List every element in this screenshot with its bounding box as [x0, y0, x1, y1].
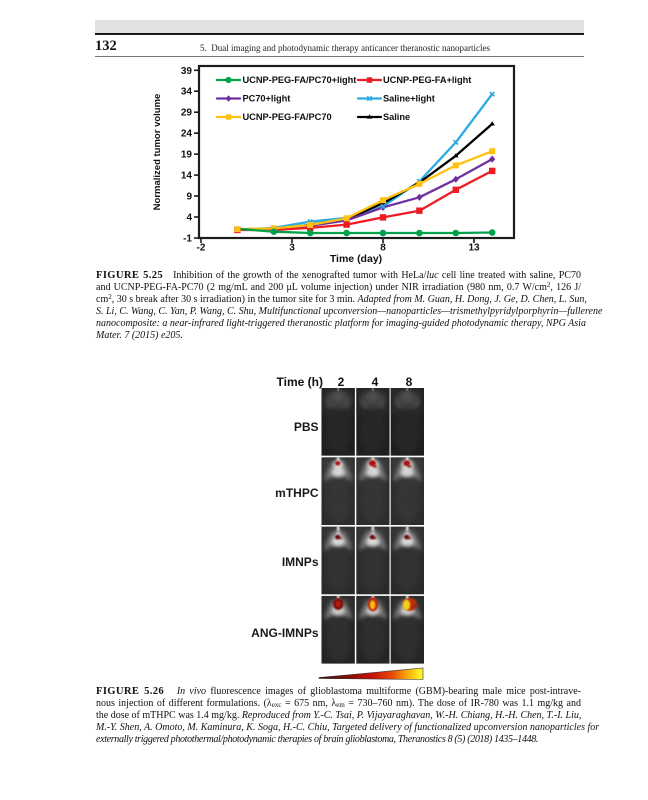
svg-text:Saline+light: Saline+light	[383, 94, 435, 104]
svg-text:39: 39	[181, 66, 193, 77]
svg-text:PC70+light: PC70+light	[243, 94, 291, 104]
svg-text:-2: -2	[197, 243, 206, 254]
svg-text:9: 9	[186, 192, 192, 203]
svg-text:14: 14	[181, 171, 193, 182]
svg-text:34: 34	[181, 87, 193, 98]
svg-text:Saline: Saline	[383, 112, 410, 122]
svg-text:24: 24	[181, 129, 193, 140]
svg-text:29: 29	[181, 108, 193, 119]
svg-text:UCNP-PEG-FA+light: UCNP-PEG-FA+light	[383, 75, 471, 85]
svg-text:UCNP-PEG-FA/PC70+light: UCNP-PEG-FA/PC70+light	[243, 75, 357, 85]
svg-text:4: 4	[186, 213, 192, 224]
svg-text:UCNP-PEG-FA/PC70: UCNP-PEG-FA/PC70	[243, 112, 332, 122]
svg-text:-1: -1	[183, 234, 192, 245]
svg-text:19: 19	[181, 150, 193, 161]
svg-text:3: 3	[289, 243, 295, 254]
svg-text:13: 13	[468, 243, 480, 254]
svg-text:Normalized tumor volume: Normalized tumor volume	[152, 94, 163, 211]
svg-text:Time (day): Time (day)	[330, 253, 382, 265]
svg-text:8: 8	[380, 243, 386, 254]
